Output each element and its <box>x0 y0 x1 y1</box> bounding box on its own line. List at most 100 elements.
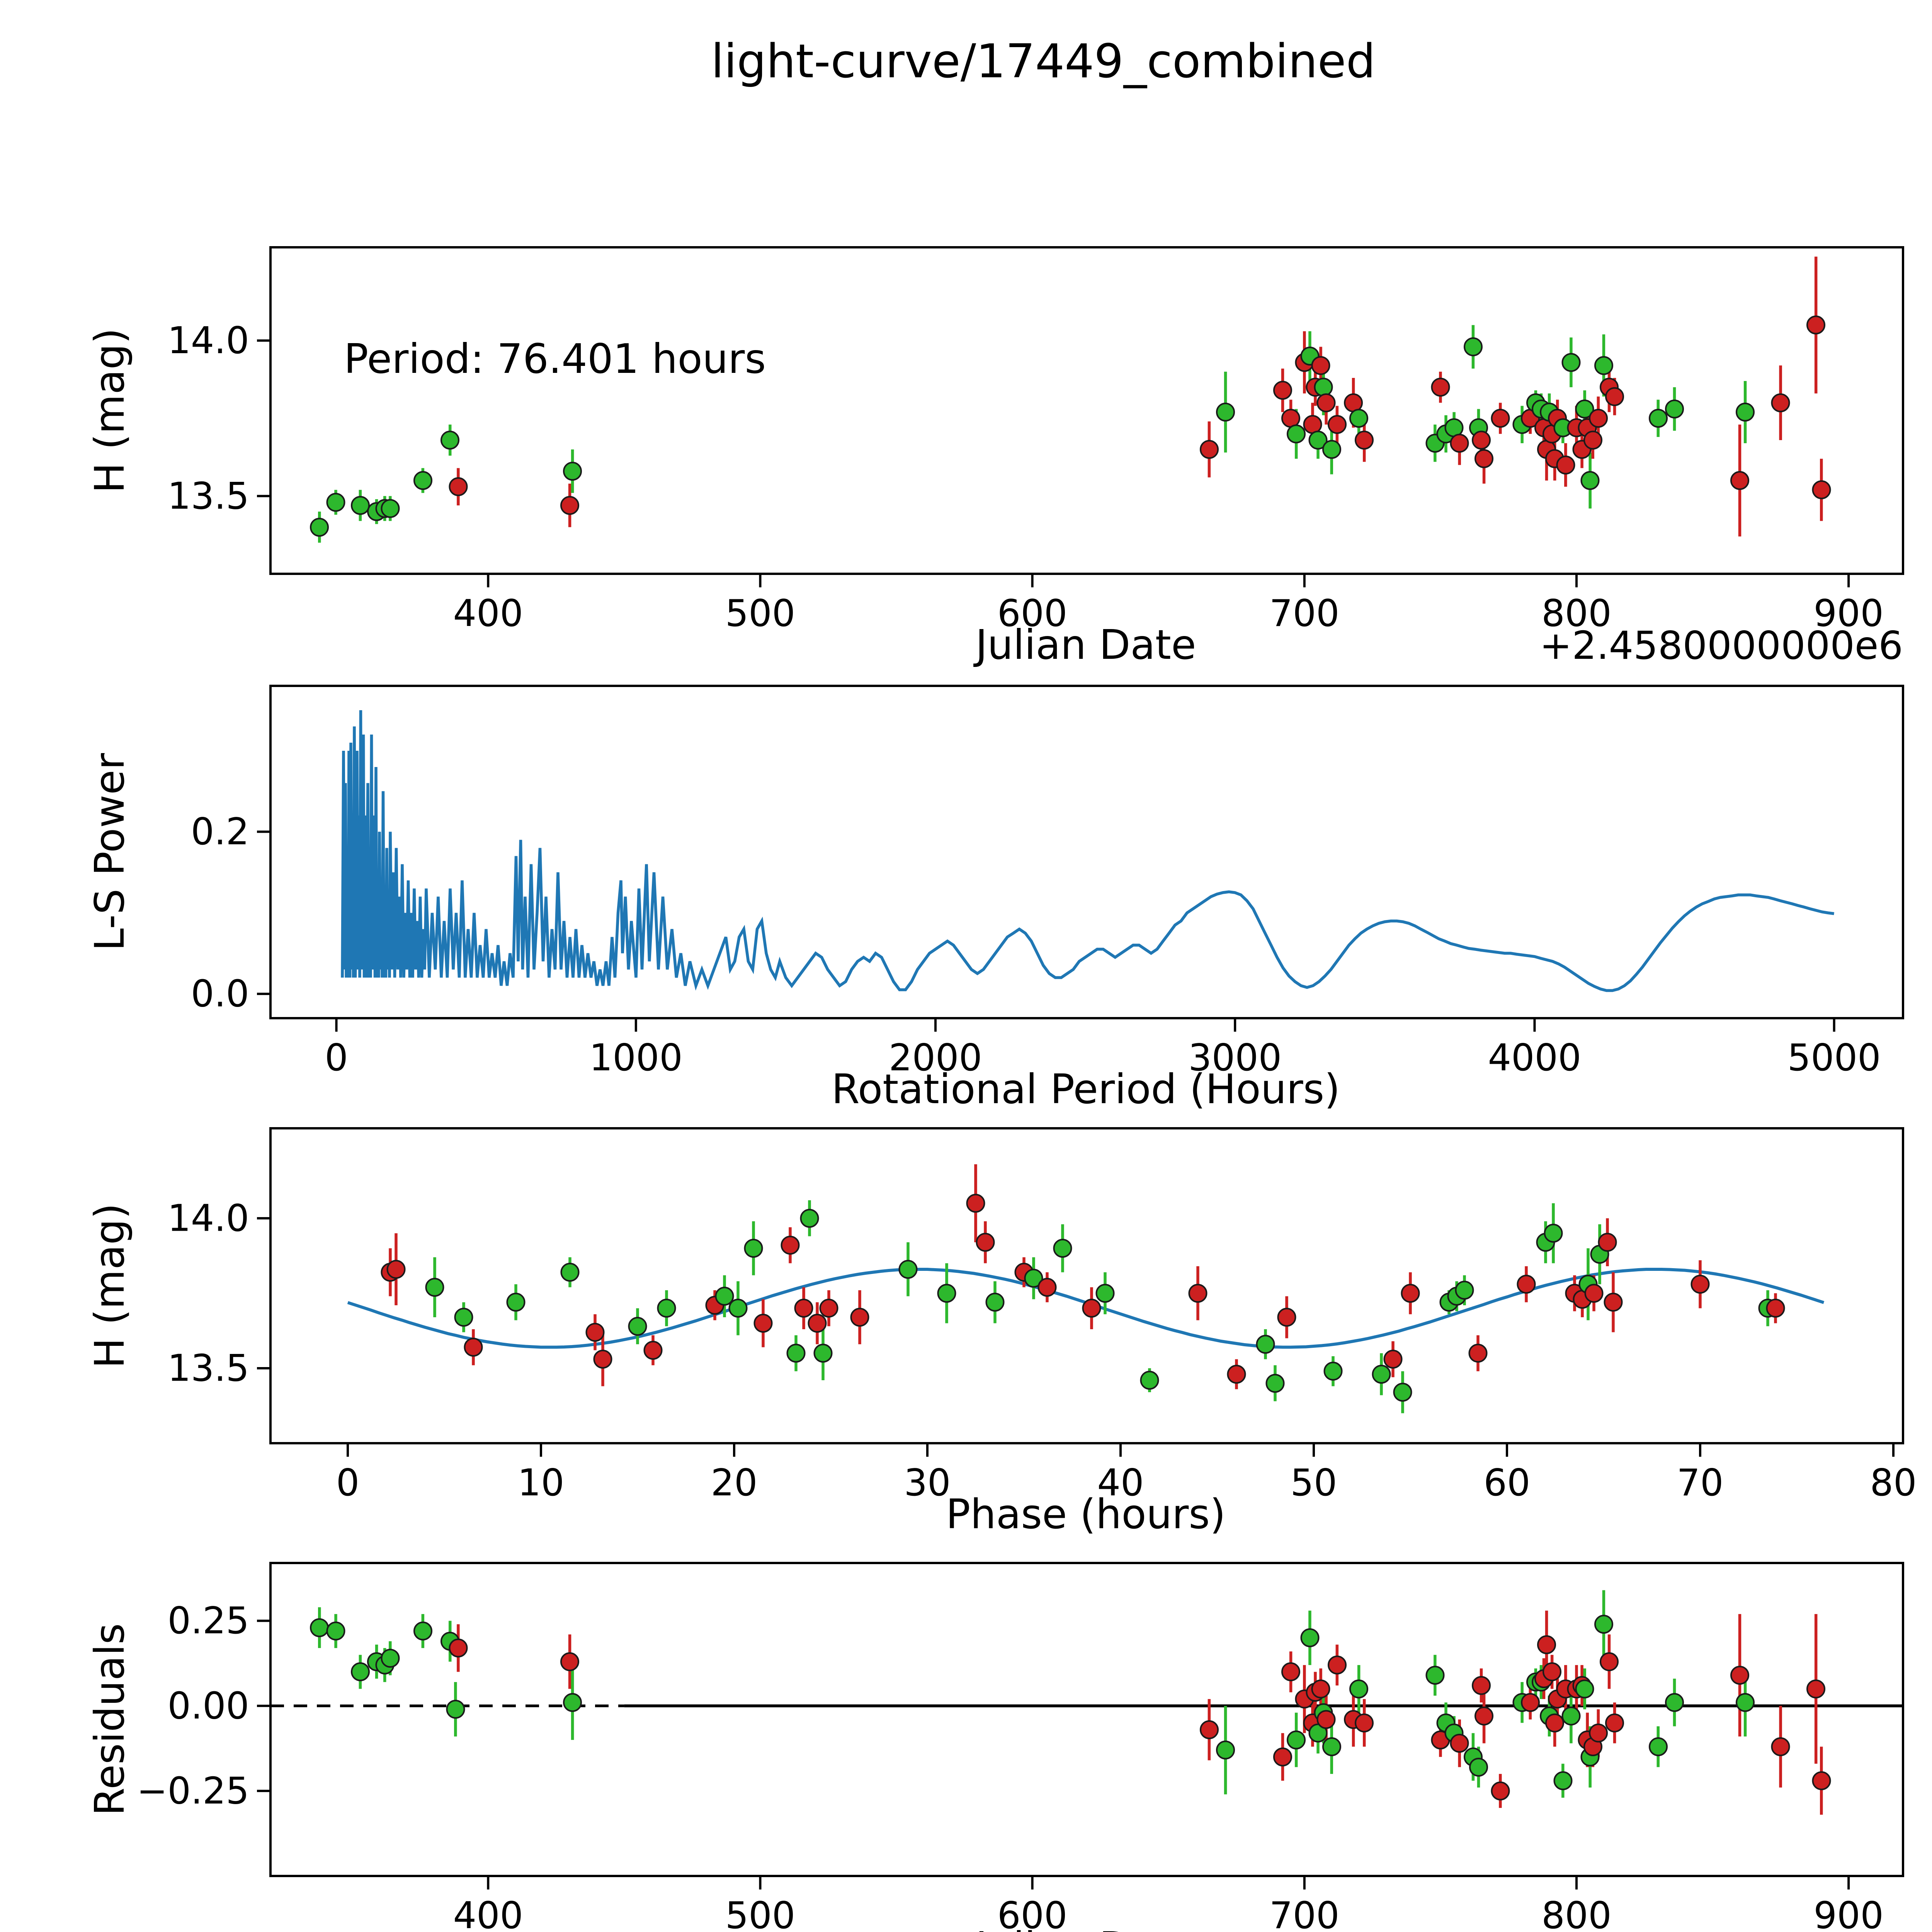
data-point-green <box>1648 409 1668 428</box>
data-point-red <box>643 1341 663 1360</box>
data-point-red <box>1431 378 1450 397</box>
data-point-green <box>351 1662 370 1681</box>
data-point-green <box>1575 1679 1594 1699</box>
data-point-green <box>800 1209 819 1228</box>
data-point-green <box>1665 399 1684 418</box>
data-point-green <box>560 1263 580 1282</box>
data-point-green <box>1735 1693 1755 1712</box>
data-point-red <box>560 1652 579 1671</box>
data-point-red <box>1472 1676 1491 1695</box>
data-point-red <box>1273 381 1293 400</box>
data-point-green <box>1053 1238 1072 1258</box>
data-point-green <box>413 471 432 490</box>
x-tick-label: 900 <box>1814 1895 1884 1932</box>
data-point-green <box>985 1293 1005 1312</box>
panel4-ylabel: Residuals <box>86 1623 133 1816</box>
data-point-green <box>1256 1335 1275 1354</box>
x-tick-label: 400 <box>453 1895 523 1932</box>
data-point-red <box>1188 1284 1208 1303</box>
data-point-red <box>1545 1713 1565 1733</box>
x-tick-label: 700 <box>1269 1895 1339 1932</box>
data-point-red <box>1281 1662 1300 1681</box>
data-point-green <box>1469 1758 1488 1777</box>
data-point-green <box>728 1298 748 1318</box>
data-point-red <box>1537 1635 1556 1654</box>
data-point-red <box>753 1314 773 1333</box>
data-point-green <box>898 1260 918 1279</box>
data-point-red <box>850 1308 869 1327</box>
data-point-red <box>781 1236 800 1255</box>
data-point-red <box>1450 1733 1469 1753</box>
data-point-green <box>454 1308 473 1327</box>
data-point-green <box>381 499 400 518</box>
data-point-red <box>1472 430 1491 450</box>
panel-periodogram: 0 1000 2000 3000 4000 5000 0.0 0.2 <box>191 685 1904 1079</box>
x-tick-label: 600 <box>997 592 1067 635</box>
data-point-red <box>1316 1710 1336 1729</box>
data-point-red <box>1311 1679 1330 1699</box>
data-point-green <box>1314 378 1333 397</box>
data-point-green <box>351 496 370 515</box>
data-point-red <box>1082 1298 1101 1318</box>
x-tick-label: 800 <box>1541 1895 1611 1932</box>
data-point-red <box>819 1298 838 1318</box>
data-point-red <box>1474 1706 1493 1726</box>
x-tick-label: 2000 <box>889 1037 982 1079</box>
data-point-red <box>1812 1771 1831 1791</box>
data-point-red <box>1605 1713 1624 1733</box>
data-point-green <box>425 1277 444 1297</box>
data-point-green <box>1024 1269 1043 1288</box>
data-point-red <box>1491 1781 1510 1801</box>
data-point-green <box>1735 403 1755 422</box>
x-tick-label: 10 <box>518 1462 565 1504</box>
data-point-green <box>657 1298 676 1318</box>
data-point-green <box>1425 1665 1445 1685</box>
data-point-green <box>1095 1284 1115 1303</box>
data-point-red <box>1200 1720 1219 1739</box>
x-tick-label: 400 <box>453 592 523 635</box>
periodogram-curve <box>341 710 1834 992</box>
panel1-annotation-period: Period: 76.401 hours <box>344 335 766 383</box>
x-tick-label: 80 <box>1870 1462 1917 1504</box>
data-point-red <box>585 1323 605 1342</box>
data-point-green <box>1594 356 1613 375</box>
data-point-green <box>310 517 329 537</box>
data-point-red <box>1491 409 1510 428</box>
data-point-green <box>1349 1679 1368 1699</box>
x-tick-label: 500 <box>725 592 795 635</box>
y-tick-label: 0.0 <box>191 973 249 1015</box>
data-point-green <box>1287 1730 1306 1750</box>
data-point-green <box>1580 471 1600 490</box>
data-point-green <box>1648 1737 1668 1756</box>
data-point-red <box>966 1194 985 1213</box>
data-point-green <box>937 1284 956 1303</box>
data-point-green <box>1323 1362 1343 1381</box>
data-point-red <box>1771 393 1790 412</box>
data-point-red <box>1766 1298 1785 1318</box>
data-point-red <box>1227 1364 1246 1384</box>
data-point-green <box>1372 1364 1391 1384</box>
data-point-green <box>1140 1371 1159 1390</box>
data-point-green <box>446 1700 465 1719</box>
data-point-green <box>310 1618 329 1637</box>
data-point-green <box>1561 1706 1581 1726</box>
data-point-green <box>744 1238 763 1258</box>
x-tick-label: 20 <box>711 1462 758 1504</box>
data-point-red <box>808 1314 827 1333</box>
figure-title: light-curve/17449_combined <box>711 35 1375 88</box>
panel4-xlabel: Julian Date <box>973 1923 1196 1932</box>
axes-frame <box>269 1127 1904 1444</box>
data-point-red <box>1200 440 1219 459</box>
data-point-red <box>1542 1662 1561 1681</box>
panel1-axis-offset-text: +2.4580000000e6 <box>1539 623 1903 668</box>
x-tick-label: 30 <box>904 1462 951 1504</box>
y-tick-label: 14.0 <box>167 320 249 362</box>
data-point-red <box>1281 409 1300 428</box>
data-point-red <box>1354 430 1374 450</box>
data-point-red <box>1730 471 1749 490</box>
data-point-red <box>1273 1747 1293 1767</box>
data-point-red <box>1806 315 1826 335</box>
data-point-red <box>1311 356 1330 375</box>
data-point-green <box>1464 337 1483 356</box>
